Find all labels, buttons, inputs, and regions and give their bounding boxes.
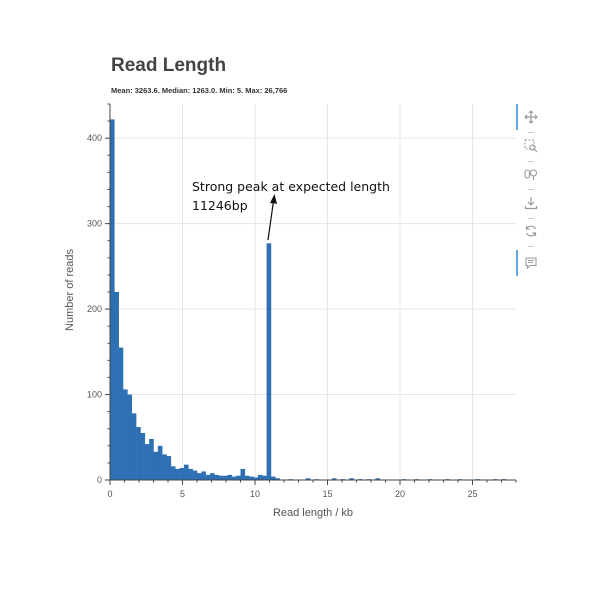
histogram-bar[interactable] (244, 475, 250, 480)
histogram-bar[interactable] (175, 468, 180, 480)
toolbar-separator (528, 132, 534, 133)
histogram-bar[interactable] (205, 474, 211, 480)
y-axis-label: Number of reads (64, 249, 76, 331)
histogram-bar[interactable] (192, 470, 198, 480)
peak-annotation: Strong peak at expected length 11246bp (192, 177, 390, 215)
histogram-bar[interactable] (123, 389, 128, 480)
histogram-bar[interactable] (305, 478, 311, 480)
histogram-bar[interactable] (131, 413, 137, 480)
y-tick-label: 100 (87, 390, 102, 400)
hover-icon[interactable] (522, 254, 540, 272)
histogram-bar[interactable] (253, 477, 259, 480)
x-tick-label: 5 (180, 489, 185, 499)
x-tick-label: 25 (467, 489, 477, 499)
reset-icon[interactable] (522, 222, 540, 240)
histogram-bar[interactable] (157, 445, 163, 480)
x-axis-label: Read length / kb (273, 507, 353, 519)
y-tick-label: 200 (87, 304, 102, 314)
annotation-line-2: 11246bp (192, 198, 248, 213)
histogram-bar[interactable] (127, 394, 132, 480)
histogram-bar[interactable] (249, 476, 254, 480)
histogram-bar[interactable] (136, 427, 141, 480)
toolbar-separator (528, 189, 534, 190)
histogram-bar[interactable] (223, 475, 228, 480)
histogram-bar[interactable] (179, 468, 185, 480)
histogram-bar[interactable] (210, 473, 215, 480)
histogram-bar[interactable] (183, 464, 189, 480)
histogram-bar[interactable] (227, 474, 233, 480)
chart-toolbar (516, 104, 544, 276)
box-zoom-icon[interactable] (522, 137, 540, 155)
y-tick-label: 0 (97, 475, 102, 485)
toolbar-separator (528, 161, 534, 162)
histogram-bar[interactable] (214, 474, 219, 480)
x-tick-label: 15 (322, 489, 332, 499)
annotation-arrow (267, 194, 277, 241)
histogram-bar[interactable] (240, 468, 246, 480)
histogram-bar[interactable] (270, 476, 276, 480)
chart-title: Read Length (111, 55, 227, 76)
histogram-bar[interactable] (231, 476, 237, 480)
x-tick-label: 20 (395, 489, 405, 499)
histogram-bar[interactable] (166, 456, 172, 480)
axes (105, 103, 517, 485)
histogram-bar[interactable] (144, 444, 150, 480)
histogram-bar[interactable] (140, 433, 146, 480)
histogram-bar[interactable] (114, 292, 119, 480)
pan-icon[interactable] (522, 108, 540, 126)
histogram-bar[interactable] (262, 475, 267, 480)
x-tick-label: 10 (250, 489, 260, 499)
annotation-line-1: Strong peak at expected length (192, 179, 390, 194)
histogram-bar[interactable] (275, 478, 280, 480)
histogram-bar[interactable] (236, 475, 241, 480)
histogram-bar[interactable] (375, 478, 380, 480)
read-stats: Mean: 3263.6. Median: 1263.0. Min: 5. Ma… (111, 86, 288, 95)
wheel-zoom-icon[interactable] (522, 165, 540, 183)
histogram-bar[interactable] (197, 473, 202, 480)
x-tick-label: 0 (107, 489, 112, 499)
grid-lines (109, 104, 516, 481)
histogram-bar[interactable] (349, 478, 354, 480)
histogram-bar[interactable] (331, 478, 337, 480)
toolbar-separator (528, 218, 534, 219)
histogram-bar[interactable] (153, 451, 159, 480)
histogram-bar[interactable] (170, 466, 176, 480)
histogram-bar[interactable] (266, 243, 272, 480)
save-icon[interactable] (522, 194, 540, 212)
histogram-bar[interactable] (162, 454, 167, 480)
histogram-bar[interactable] (257, 474, 263, 480)
histogram-bar[interactable] (188, 468, 193, 480)
toolbar-separator (528, 246, 534, 247)
y-tick-label: 400 (87, 133, 102, 143)
toolbar-accent-bottom (516, 250, 518, 276)
tick-labels: 0 5 10 15 20 25 0 100 200 300 400 (87, 133, 478, 499)
histogram-bar[interactable] (218, 475, 224, 480)
y-tick-label: 300 (87, 219, 102, 229)
histogram-bar[interactable] (118, 347, 124, 480)
histogram-bar[interactable] (201, 471, 206, 480)
histogram-bars (110, 119, 507, 480)
toolbar-accent-top (516, 104, 518, 130)
histogram-bar[interactable] (149, 438, 154, 480)
histogram-bar[interactable] (110, 119, 115, 480)
